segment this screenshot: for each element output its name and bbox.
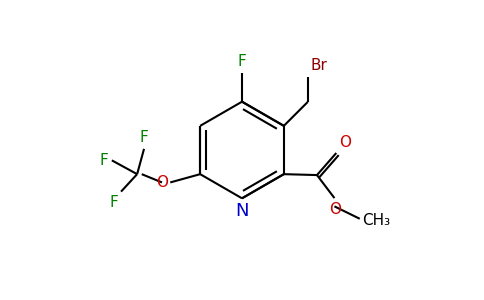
Text: F: F	[99, 153, 108, 168]
Text: F: F	[238, 55, 246, 70]
Text: CH₃: CH₃	[363, 213, 391, 228]
Text: O: O	[330, 202, 341, 217]
Text: O: O	[156, 175, 168, 190]
Text: N: N	[235, 202, 249, 220]
Text: F: F	[110, 195, 119, 210]
Text: Br: Br	[310, 58, 327, 73]
Text: F: F	[140, 130, 149, 145]
Text: O: O	[339, 135, 351, 150]
